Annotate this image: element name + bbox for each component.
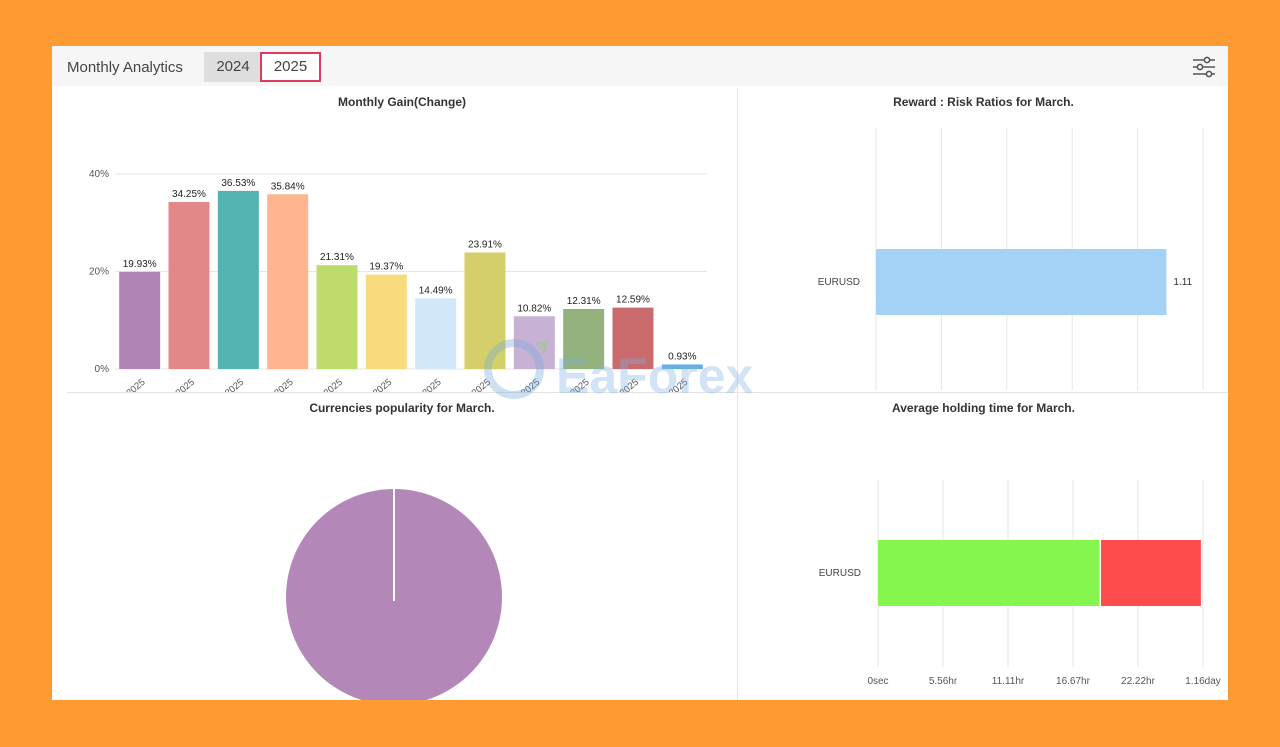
holding-time-chart: Average holding time for March. 0sec 5.56… (739, 394, 1228, 700)
holding-time-svg: 0sec 5.56hr 11.11hr 16.67hr 22.22hr 1.16day EU… (819, 480, 1221, 687)
currencies-popularity-title: Currencies popularity for March. (309, 401, 495, 415)
bar (267, 194, 309, 369)
x-tick-label: May 2025 (306, 377, 345, 392)
vertical-divider (737, 88, 738, 700)
bar-segment-long (878, 540, 1101, 606)
reward-risk-title: Reward : Risk Ratios for March. (893, 95, 1074, 109)
y-tick-label: 0% (95, 364, 110, 375)
bar (513, 316, 555, 369)
panel-header: Monthly Analytics 2024 2025 (52, 46, 1228, 86)
bar-value-label: 12.31% (567, 296, 601, 307)
y-tick-label: 20% (89, 267, 109, 278)
bar (365, 274, 407, 369)
bar-value-label: 1.11 (1173, 277, 1192, 288)
bar (464, 252, 506, 369)
bar-value-label: 19.93% (123, 259, 157, 270)
x-tick-label: Feb 2025 (159, 377, 197, 392)
x-tick-label: Nov 2025 (603, 377, 641, 392)
x-tick-label: Jun 2025 (357, 377, 394, 392)
x-tick-label: Oct 2025 (555, 377, 592, 392)
x-tick-label: 11.11hr (992, 676, 1025, 687)
monthly-analytics-panel: Monthly Analytics 2024 2025 Monthly Gain… (52, 46, 1228, 700)
x-tick-label: Jan 2025 (111, 377, 148, 392)
bar-value-label: 14.49% (419, 285, 453, 296)
bar-value-label: 0.93% (668, 351, 696, 362)
bar (168, 202, 210, 369)
bar (119, 271, 161, 369)
bar-value-label: 19.37% (369, 262, 403, 273)
x-tick-label: 22.22hr (1121, 676, 1156, 687)
bar (876, 249, 1167, 315)
currencies-pie-svg: EURUSD: 100.0 % (286, 489, 502, 700)
bar (563, 308, 605, 369)
monthly-gain-title: Monthly Gain(Change) (338, 95, 466, 109)
holding-time-title: Average holding time for March. (892, 401, 1075, 415)
y-category-label: EURUSD (818, 277, 860, 288)
bar-value-label: 12.59% (616, 295, 650, 306)
currencies-popularity-chart: Currencies popularity for March. EURUSD:… (67, 394, 737, 700)
x-tick-label: Jul 2025 (409, 377, 444, 392)
x-tick-label: Sep 2025 (504, 377, 542, 392)
x-tick-label: Dec 2025 (652, 377, 690, 392)
x-tick-label: 1.16day (1185, 676, 1221, 687)
y-tick-label: 40% (89, 169, 109, 180)
x-tick-label: Apr 2025 (259, 377, 296, 392)
monthly-gain-svg: 0% 20% 40% 19.93% Jan 2025 34.25% Feb 2025 36.5… (89, 169, 707, 412)
horizontal-divider (67, 392, 1228, 393)
bar-value-label: 23.91% (468, 239, 502, 250)
x-tick-label: 5.56hr (929, 676, 958, 687)
monthly-gain-chart: Monthly Gain(Change) 0% 20% 40% 19.93% Jan 2… (67, 88, 737, 412)
bar-value-label: 21.31% (320, 252, 354, 263)
tab-2024[interactable]: 2024 (204, 52, 262, 82)
tab-2025[interactable]: 2025 (260, 52, 321, 82)
panel-title: Monthly Analytics (67, 59, 183, 76)
x-tick-label: Mar 2025 (208, 377, 246, 392)
sliders-icon[interactable] (1190, 54, 1218, 80)
bar-value-label: 34.25% (172, 189, 206, 200)
bar-value-label: 35.84% (271, 181, 305, 192)
bar (661, 364, 703, 369)
bar (316, 265, 358, 369)
x-tick-label: 0sec (867, 676, 888, 687)
bar-value-label: 36.53% (221, 178, 255, 189)
bar (217, 190, 259, 369)
y-category-label: EURUSD (819, 568, 861, 579)
reward-risk-chart: Reward : Risk Ratios for March. 00.250.5… (739, 88, 1228, 409)
x-tick-label: Aug 2025 (455, 377, 493, 392)
bar-segment-short (1100, 540, 1201, 606)
bar (612, 307, 654, 369)
bar-value-label: 10.82% (517, 303, 551, 314)
x-tick-label: 16.67hr (1056, 676, 1091, 687)
bar (415, 298, 457, 369)
